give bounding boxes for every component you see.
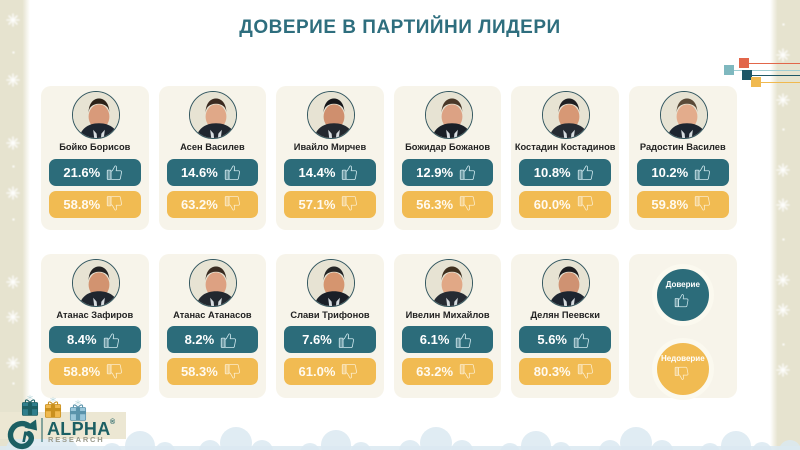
svg-text:®: ® [110,418,116,426]
svg-text:RESEARCH: RESEARCH [48,435,105,444]
